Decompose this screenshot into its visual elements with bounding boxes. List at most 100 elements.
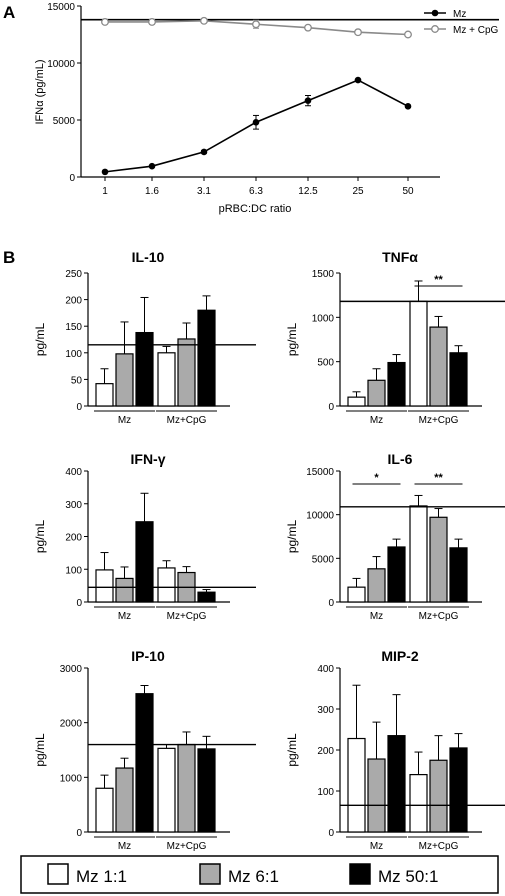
bar <box>347 586 366 603</box>
bar-chart-ifn-: IFN-γ pg/mL 0 100 200 300 400 Mz Mz+CpG <box>33 451 256 622</box>
group-label: Mz <box>370 841 383 852</box>
legend-swatch <box>199 863 221 885</box>
y-tick-label: 1500 <box>312 269 335 280</box>
y-tick-label: 0 <box>76 828 82 839</box>
significance-marker: * <box>374 472 379 484</box>
y-axis-label: pg/mL <box>285 520 299 554</box>
y-axis-label: pg/mL <box>33 520 47 554</box>
y-tick-label: 0 <box>328 598 334 609</box>
data-point <box>252 20 260 29</box>
bar <box>177 743 196 833</box>
data-point <box>304 23 312 32</box>
chart-title: IP-10 <box>131 648 165 664</box>
bar <box>177 338 196 407</box>
y-tick-label: 250 <box>65 269 82 280</box>
ifn-alpha-line-chart: 0 5000 10000 15000 1 1.6 3.1 6.3 12.5 25 50 pRBC:DC… <box>34 2 499 215</box>
bar <box>115 353 134 407</box>
legend-swatch <box>47 863 69 885</box>
y-tick-label: 200 <box>65 296 82 307</box>
y-tick-label: 0 <box>69 173 75 184</box>
bar-chart-mip-2: MIP-2 pg/mL 0 100 200 300 400 Mz Mz+CpG <box>285 648 505 852</box>
chart-title: MIP-2 <box>381 648 419 664</box>
y-tick-label: 0 <box>76 598 82 609</box>
y-tick-label: 1000 <box>312 313 335 324</box>
y-tick-label: 200 <box>317 746 334 757</box>
bar <box>135 693 154 833</box>
y-tick-label: 300 <box>65 500 82 511</box>
group-label: Mz+CpG <box>419 415 459 426</box>
bar <box>387 546 406 603</box>
data-point <box>148 162 156 170</box>
bar <box>387 735 406 833</box>
bar-chart-il-10: IL-10 pg/mL 0 50 100 150 200 250 Mz Mz+CpG <box>33 249 256 426</box>
bar <box>429 516 448 603</box>
bar <box>449 747 468 833</box>
bar <box>409 300 428 407</box>
data-point <box>404 30 412 39</box>
legend-marker <box>431 25 439 33</box>
y-tick-label: 5000 <box>53 116 76 127</box>
bar <box>157 747 176 833</box>
x-tick-label: 1 <box>102 186 108 197</box>
y-axis-label: pg/mL <box>33 733 47 767</box>
group-label: Mz <box>118 611 131 622</box>
group-label: Mz+CpG <box>167 841 207 852</box>
legend-label: Mz <box>453 9 466 20</box>
y-tick-label: 150 <box>65 322 82 333</box>
y-tick-label: 5000 <box>312 554 335 565</box>
group-label: Mz+CpG <box>167 415 207 426</box>
x-tick-label: 1.6 <box>145 186 159 197</box>
data-point <box>101 18 109 26</box>
bar <box>449 352 468 407</box>
data-point <box>354 76 362 84</box>
chart-title: IL-6 <box>388 451 413 467</box>
x-tick-label: 50 <box>402 186 414 197</box>
bar <box>135 521 154 603</box>
bar <box>347 396 366 407</box>
bar <box>409 505 428 603</box>
data-point <box>200 148 208 156</box>
bar <box>197 309 216 407</box>
y-axis-label: IFNα (pg/mL) <box>34 59 46 124</box>
y-tick-label: 300 <box>317 705 334 716</box>
y-axis-label: pg/mL <box>33 323 47 357</box>
panel-label-a: A <box>3 3 15 22</box>
bar <box>157 567 176 603</box>
y-tick-label: 200 <box>65 533 82 544</box>
bar <box>197 748 216 833</box>
bar <box>347 737 366 833</box>
group-label: Mz+CpG <box>167 611 207 622</box>
chart-title: IL-10 <box>132 249 165 265</box>
y-tick-label: 500 <box>317 358 334 369</box>
group-label: Mz <box>118 415 131 426</box>
data-point <box>252 118 260 126</box>
group-label: Mz+CpG <box>419 611 459 622</box>
y-tick-label: 0 <box>328 402 334 413</box>
bar <box>367 568 386 603</box>
y-tick-label: 100 <box>317 787 334 798</box>
y-tick-label: 3000 <box>60 664 83 675</box>
group-label: Mz <box>370 611 383 622</box>
bar <box>115 577 134 603</box>
y-tick-label: 10000 <box>306 511 334 522</box>
x-tick-label: 3.1 <box>197 186 211 197</box>
y-tick-label: 100 <box>65 565 82 576</box>
x-tick-label: 25 <box>352 186 364 197</box>
bar <box>409 773 428 833</box>
y-tick-label: 50 <box>71 375 83 386</box>
bar-chart-ip-10: IP-10 pg/mL 0 1000 2000 3000 Mz Mz+CpG <box>33 648 256 852</box>
panel-label-b: B <box>3 248 15 267</box>
data-point <box>304 97 312 104</box>
y-tick-label: 100 <box>65 349 82 360</box>
bar <box>367 758 386 833</box>
significance-marker: ** <box>434 472 443 484</box>
data-point <box>404 103 412 110</box>
bar <box>429 759 448 833</box>
bar <box>197 591 216 603</box>
data-point <box>101 168 109 176</box>
y-tick-label: 400 <box>65 467 82 478</box>
bar <box>449 547 468 603</box>
chart-title: TNFα <box>382 249 418 265</box>
